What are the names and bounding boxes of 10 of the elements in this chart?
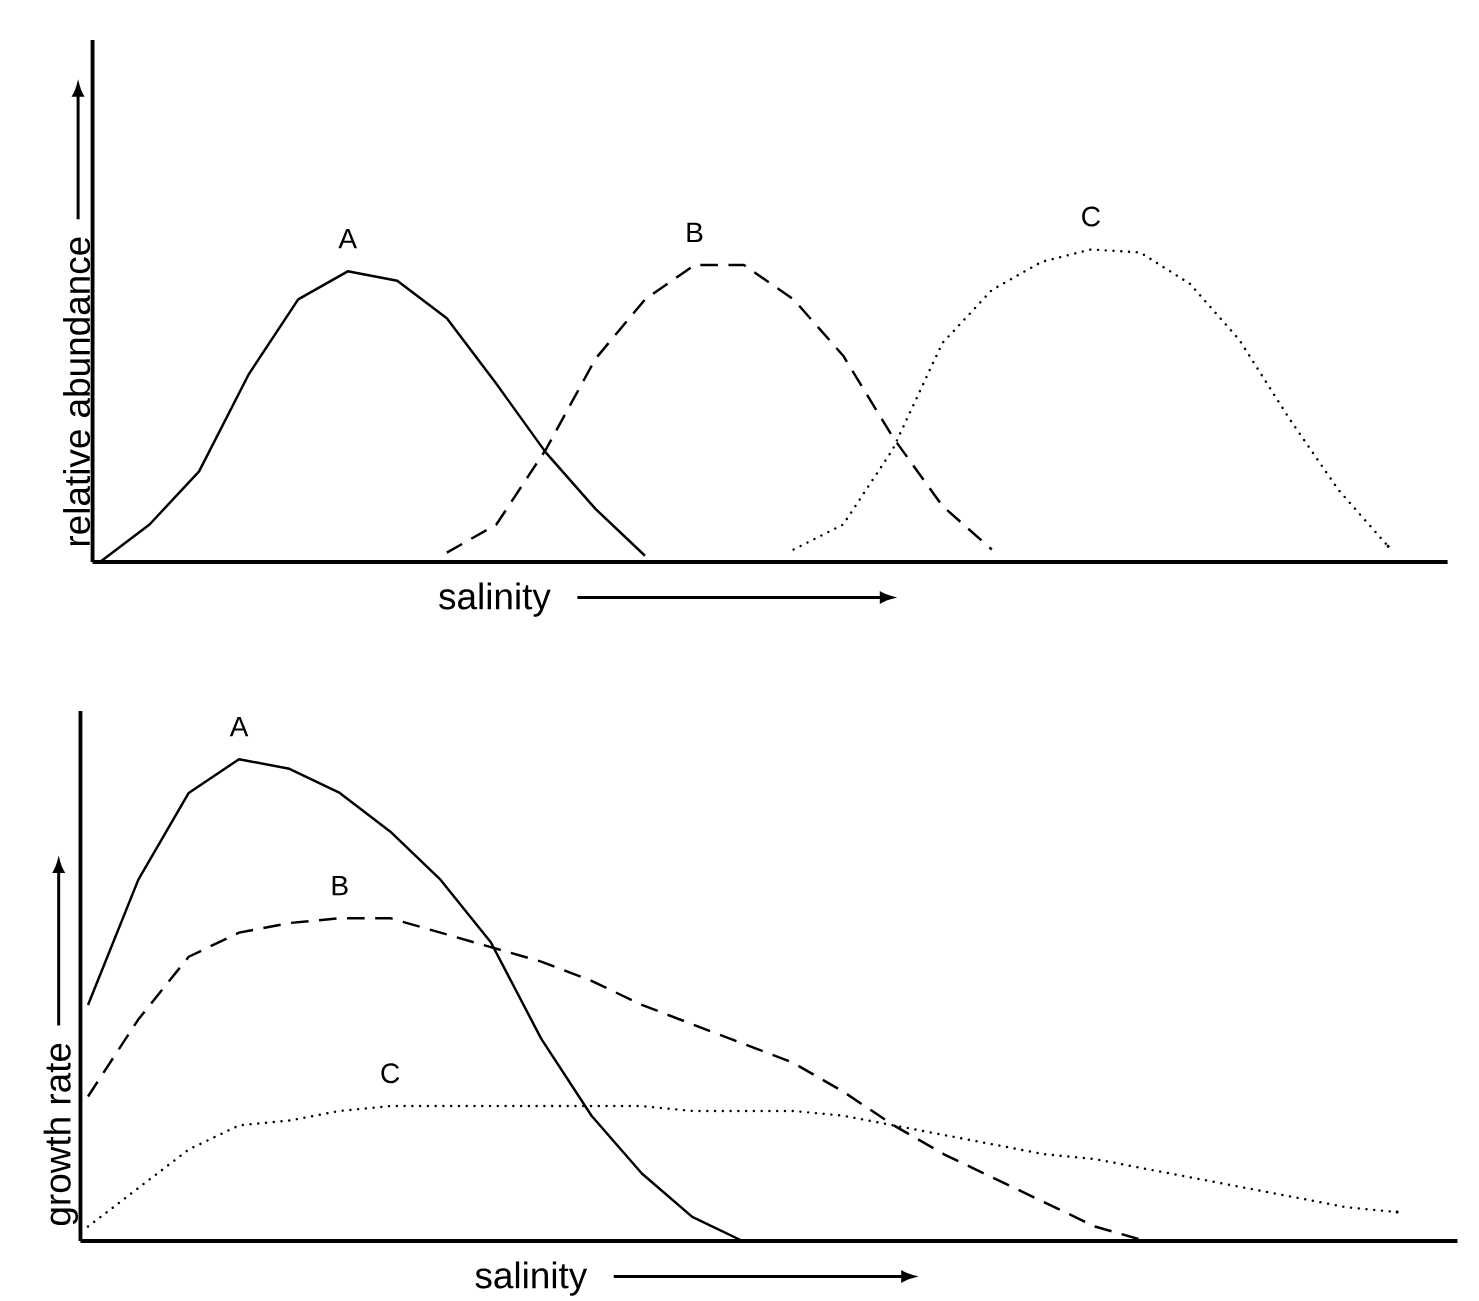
x-axis-title: salinity (439, 582, 551, 617)
x-axis-title: salinity (475, 1261, 588, 1296)
series-label: B (332, 875, 348, 896)
series-label: A (338, 228, 358, 249)
y-axis-title: growth rate (43, 1043, 79, 1226)
series-label: C (1082, 206, 1100, 227)
series-label: B (687, 222, 703, 243)
series-label: C (381, 1063, 400, 1084)
series-label: A (229, 716, 249, 737)
y-axis-title: relative abundance (63, 237, 91, 546)
